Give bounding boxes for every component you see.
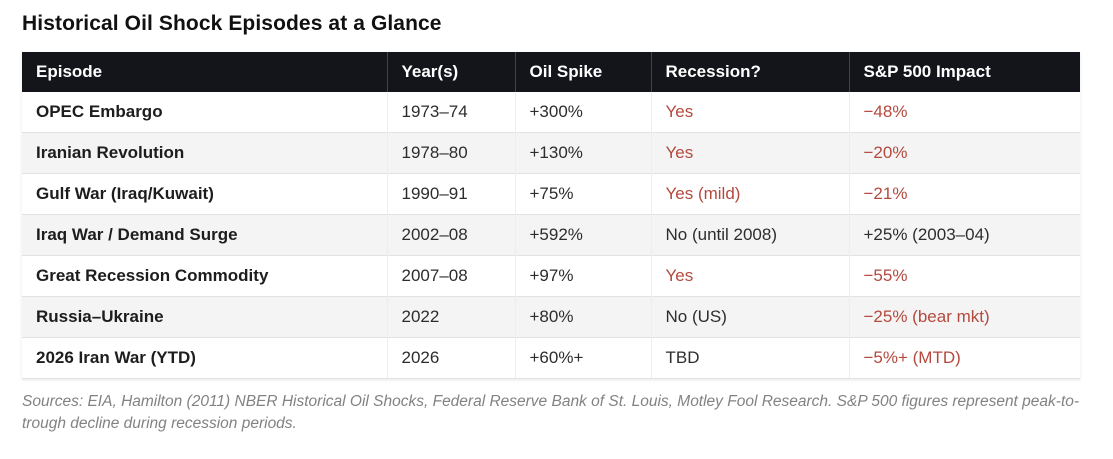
- cell-oil-spike: +130%: [514, 132, 651, 174]
- cell-recession: TBD: [650, 337, 849, 379]
- table-header-row: Episode Year(s) Oil Spike Recession? S&P…: [22, 52, 1080, 92]
- cell-sp500-impact: −55%: [848, 255, 1080, 297]
- cell-recession: No (until 2008): [650, 214, 849, 256]
- cell-episode: Russia–Ukraine: [22, 296, 387, 338]
- oil-shock-table: Episode Year(s) Oil Spike Recession? S&P…: [22, 52, 1080, 379]
- cell-oil-spike: +75%: [514, 173, 651, 215]
- column-header-sp500-impact: S&P 500 Impact: [848, 52, 1080, 92]
- cell-recession: Yes (mild): [650, 173, 849, 215]
- cell-recession: No (US): [650, 296, 849, 338]
- table-row: Iranian Revolution 1978–80 +130% Yes −20…: [22, 132, 1080, 174]
- cell-oil-spike: +60%+: [514, 337, 651, 379]
- table-body: OPEC Embargo 1973–74 +300% Yes −48% Iran…: [22, 92, 1080, 379]
- cell-years: 1973–74: [386, 92, 515, 133]
- table-row: 2026 Iran War (YTD) 2026 +60%+ TBD −5%+ …: [22, 337, 1080, 379]
- cell-sp500-impact: −48%: [848, 92, 1080, 133]
- cell-years: 2026: [386, 337, 515, 379]
- column-header-episode: Episode: [22, 52, 387, 92]
- column-header-years: Year(s): [386, 52, 515, 92]
- page-title: Historical Oil Shock Episodes at a Glanc…: [22, 12, 442, 35]
- column-header-recession: Recession?: [650, 52, 849, 92]
- page: Historical Oil Shock Episodes at a Glanc…: [22, 12, 1080, 433]
- source-note: Sources: EIA, Hamilton (2011) NBER Histo…: [22, 393, 1080, 433]
- cell-years: 2007–08: [386, 255, 515, 297]
- cell-oil-spike: +97%: [514, 255, 651, 297]
- table-row: Gulf War (Iraq/Kuwait) 1990–91 +75% Yes …: [22, 173, 1080, 215]
- cell-episode: Great Recession Commodity: [22, 255, 387, 297]
- cell-episode: 2026 Iran War (YTD): [22, 337, 387, 379]
- table-header: Episode Year(s) Oil Spike Recession? S&P…: [22, 52, 1080, 92]
- cell-sp500-impact: −20%: [848, 132, 1080, 174]
- cell-episode: Gulf War (Iraq/Kuwait): [22, 173, 387, 215]
- column-header-oil-spike: Oil Spike: [514, 52, 651, 92]
- cell-oil-spike: +592%: [514, 214, 651, 256]
- cell-episode: Iranian Revolution: [22, 132, 387, 174]
- cell-sp500-impact: −25% (bear mkt): [848, 296, 1080, 338]
- cell-oil-spike: +80%: [514, 296, 651, 338]
- table-row: Russia–Ukraine 2022 +80% No (US) −25% (b…: [22, 296, 1080, 338]
- table-row: Iraq War / Demand Surge 2002–08 +592% No…: [22, 214, 1080, 256]
- cell-sp500-impact: +25% (2003–04): [848, 214, 1080, 256]
- cell-episode: OPEC Embargo: [36, 102, 163, 121]
- cell-recession: Yes: [650, 92, 849, 133]
- cell-years: 2022: [386, 296, 515, 338]
- cell-oil-spike: +300%: [514, 92, 651, 133]
- cell-episode: Iraq War / Demand Surge: [22, 214, 387, 256]
- cell-sp500-impact: −21%: [848, 173, 1080, 215]
- cell-recession: Yes: [650, 132, 849, 174]
- table-row: OPEC Embargo 1973–74 +300% Yes −48%: [22, 92, 1080, 133]
- cell-years: 2002–08: [386, 214, 515, 256]
- table-row: Great Recession Commodity 2007–08 +97% Y…: [22, 255, 1080, 297]
- cell-recession: Yes: [650, 255, 849, 297]
- cell-years: 1978–80: [386, 132, 515, 174]
- cell-sp500-impact: −5%+ (MTD): [848, 337, 1080, 379]
- cell-years: 1990–91: [386, 173, 515, 215]
